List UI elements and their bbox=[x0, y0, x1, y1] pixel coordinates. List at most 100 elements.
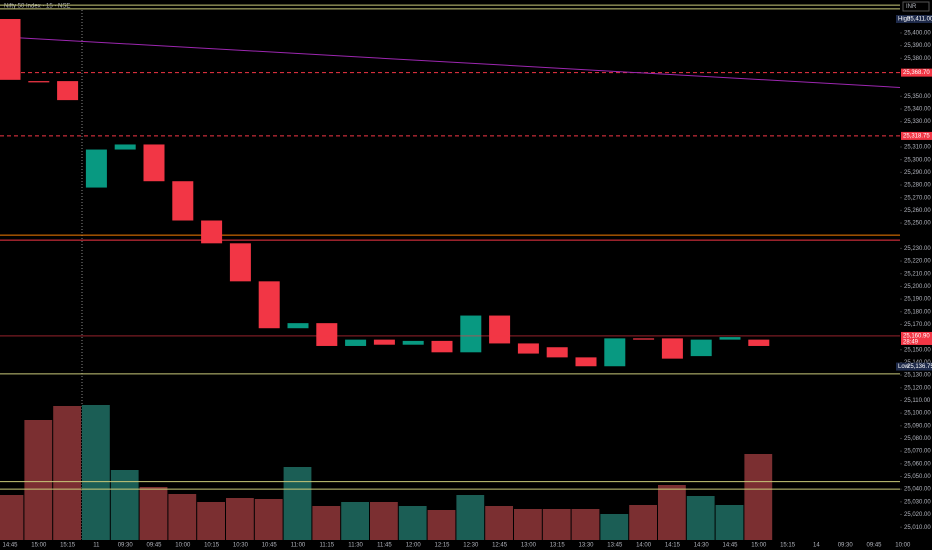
volume-bar bbox=[629, 505, 657, 540]
x-tick-label: 09:45 bbox=[866, 543, 882, 549]
x-tick-label: 14:00 bbox=[636, 543, 652, 549]
low-tag: Low bbox=[898, 364, 910, 370]
candle-body bbox=[489, 315, 511, 344]
candle-body bbox=[661, 338, 683, 359]
volume-bar bbox=[254, 499, 283, 540]
volume-bar bbox=[110, 470, 139, 540]
volume-bar bbox=[312, 506, 341, 540]
y-tick-label: 25,050.00 bbox=[904, 474, 931, 480]
x-tick-label: 12:30 bbox=[463, 543, 479, 549]
x-tick-label: 13:15 bbox=[550, 543, 566, 549]
countdown: 28:49 bbox=[903, 340, 919, 346]
volume-bar bbox=[197, 502, 225, 540]
x-tick-label: 11:30 bbox=[348, 543, 363, 549]
last-price-bg bbox=[901, 331, 932, 345]
y-tick-label: 25,200.00 bbox=[904, 284, 931, 290]
y-tick-label: 25,180.00 bbox=[904, 309, 931, 315]
x-tick-label: 14 bbox=[813, 543, 820, 549]
candle-body bbox=[748, 339, 770, 346]
level-label-bg bbox=[901, 68, 932, 77]
candle-body bbox=[114, 144, 136, 150]
x-tick-label: 10:00 bbox=[895, 543, 911, 549]
volume-bar bbox=[53, 406, 81, 540]
candle-body bbox=[575, 357, 597, 367]
y-tick-label: 25,130.00 bbox=[904, 373, 931, 379]
candle-body bbox=[258, 281, 280, 329]
volume-bar bbox=[0, 495, 24, 540]
y-tick-label: 25,070.00 bbox=[904, 449, 931, 455]
y-tick-label: 25,230.00 bbox=[904, 246, 931, 252]
x-tick-label: 14:45 bbox=[722, 543, 738, 549]
candle-body bbox=[85, 149, 107, 188]
x-tick-label: 12:45 bbox=[492, 543, 508, 549]
y-tick-label: 25,270.00 bbox=[904, 195, 931, 201]
candle-body bbox=[373, 339, 395, 345]
currency[interactable]: INR bbox=[906, 4, 917, 10]
y-tick-label: 25,040.00 bbox=[904, 487, 931, 493]
volume-bar bbox=[139, 487, 168, 540]
x-tick-label: 14:30 bbox=[694, 543, 710, 549]
volume-bar bbox=[283, 467, 312, 540]
volume-bar bbox=[658, 485, 686, 540]
candle-body bbox=[0, 19, 21, 80]
low-value: 25,136.75 bbox=[907, 364, 932, 370]
volume-bar bbox=[600, 514, 629, 540]
x-tick-label: 13:45 bbox=[607, 543, 623, 549]
x-tick-label: 10:15 bbox=[204, 543, 220, 549]
y-tick-label: 25,290.00 bbox=[904, 170, 931, 176]
y-tick-label: 25,190.00 bbox=[904, 297, 931, 303]
y-tick-label: 25,330.00 bbox=[904, 119, 931, 125]
y-tick-label: 25,300.00 bbox=[904, 157, 931, 163]
volume-bar bbox=[571, 509, 600, 540]
x-tick-label: 15:15 bbox=[60, 543, 76, 549]
volume-bar bbox=[24, 420, 53, 540]
y-tick-label: 25,250.00 bbox=[904, 221, 931, 227]
volume-bar bbox=[686, 496, 715, 540]
candle-body bbox=[402, 340, 424, 345]
chart-title: Nifty 50 Index · 15 · NSE bbox=[4, 4, 70, 10]
volume-bar bbox=[226, 498, 254, 540]
y-tick-label: 25,220.00 bbox=[904, 259, 931, 265]
y-tick-label: 25,100.00 bbox=[904, 411, 931, 417]
x-tick-label: 14:15 bbox=[665, 543, 681, 549]
candle-body bbox=[690, 339, 712, 357]
y-tick-label: 25,090.00 bbox=[904, 423, 931, 429]
x-tick-label: 15:00 bbox=[751, 543, 767, 549]
y-tick-label: 25,280.00 bbox=[904, 183, 931, 189]
x-tick-label: 14:45 bbox=[2, 543, 18, 549]
volume-bar bbox=[514, 509, 542, 540]
high-tag-bg bbox=[896, 15, 932, 24]
high-value: 25,411.00 bbox=[907, 17, 932, 23]
last-price-label: 25,160.90 bbox=[903, 334, 930, 340]
y-tick-label: 25,310.00 bbox=[904, 145, 931, 151]
y-tick-label: 25,020.00 bbox=[904, 512, 931, 518]
x-tick-label: 10:00 bbox=[175, 543, 191, 549]
currency-box[interactable] bbox=[902, 1, 930, 12]
x-tick-label: 11:00 bbox=[291, 543, 306, 549]
volume-bar bbox=[341, 502, 369, 540]
candle-body bbox=[517, 343, 539, 354]
level-label: 25,368.70 bbox=[903, 70, 930, 76]
y-tick-label: 25,080.00 bbox=[904, 436, 931, 442]
y-tick-label: 25,210.00 bbox=[904, 271, 931, 277]
x-tick-label: 10:30 bbox=[233, 543, 249, 549]
candle-body bbox=[316, 323, 338, 346]
x-tick-label: 12:15 bbox=[434, 543, 450, 549]
volume-bar bbox=[485, 506, 513, 540]
volume-bar bbox=[82, 405, 110, 540]
candle-body bbox=[345, 339, 367, 346]
volume-bar bbox=[398, 506, 427, 540]
candle-body bbox=[287, 323, 309, 329]
x-tick-label: 09:30 bbox=[838, 543, 854, 549]
level-label-bg bbox=[901, 131, 932, 140]
volume-bar bbox=[744, 454, 773, 540]
volume-bar bbox=[542, 509, 571, 540]
volume-bar bbox=[456, 495, 485, 540]
y-tick-label: 25,120.00 bbox=[904, 385, 931, 391]
volume-bar bbox=[168, 494, 197, 540]
candle-body bbox=[143, 144, 165, 182]
y-tick-label: 25,340.00 bbox=[904, 107, 931, 113]
x-tick-label: 15:15 bbox=[780, 543, 796, 549]
y-tick-label: 25,380.00 bbox=[904, 56, 931, 62]
